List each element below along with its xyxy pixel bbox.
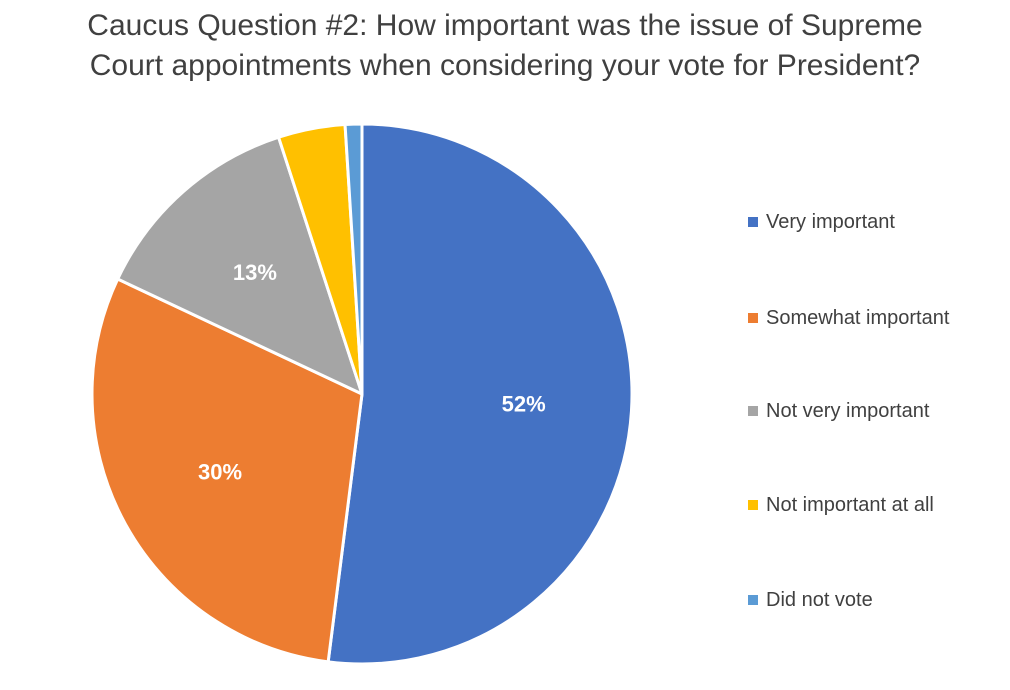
data-label-very-important: 52% — [502, 392, 546, 417]
pie-slice-somewhat-important — [90, 277, 364, 664]
legend-label: Somewhat important — [766, 307, 950, 329]
data-label-somewhat-important: 30% — [198, 460, 242, 485]
legend-label: Did not vote — [766, 589, 873, 611]
pie-slice-very-important — [326, 122, 634, 666]
chart-title: Caucus Question #2: How important was th… — [0, 6, 1010, 86]
pie-slice-did-not-vote — [343, 122, 364, 396]
legend-label: Not important at all — [766, 494, 934, 516]
pie-slice-not-very-important — [116, 135, 364, 396]
legend-label: Very important — [766, 211, 895, 233]
legend-swatch — [748, 406, 758, 416]
chart-title-line-2: Court appointments when considering your… — [89, 49, 921, 82]
legend-swatch — [748, 217, 758, 227]
legend-swatch — [748, 500, 758, 510]
legend-label: Not very important — [766, 400, 930, 422]
legend-swatch — [748, 313, 758, 323]
legend-swatch — [748, 595, 758, 605]
data-label-not-very-important: 13% — [233, 260, 277, 285]
chart-title-line-1: Caucus Question #2: How important was th… — [87, 9, 923, 42]
